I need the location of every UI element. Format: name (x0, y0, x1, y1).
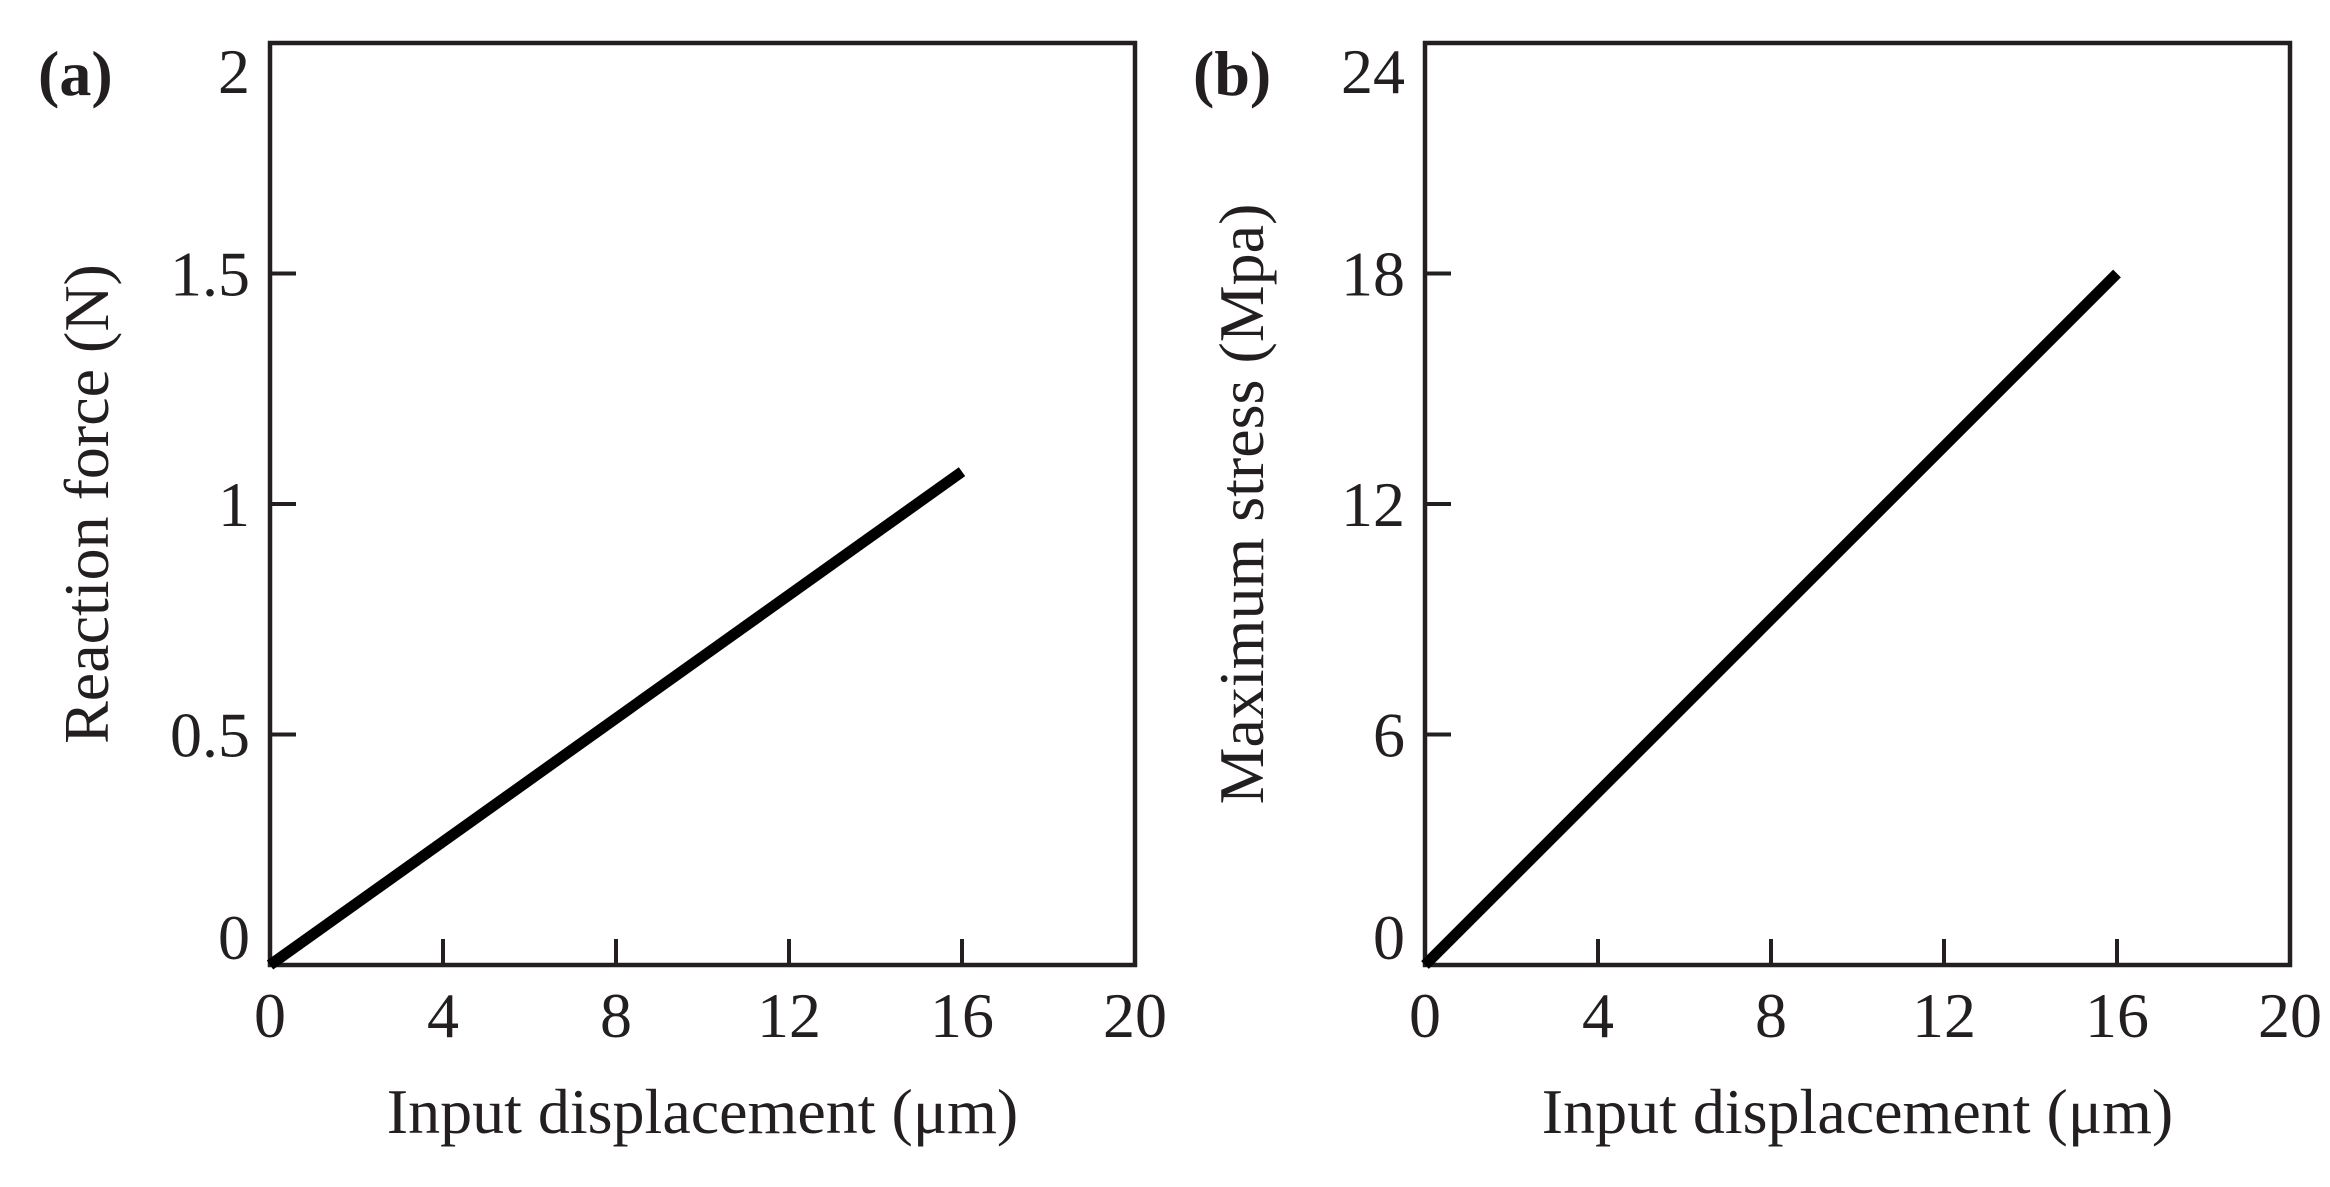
x-tick-label: 0 (1409, 980, 1441, 1051)
y-tick-label: 1.5 (170, 239, 250, 310)
series-line (266, 467, 966, 970)
y-axis-title: Reaction force (N) (51, 264, 122, 744)
chart-panel-b: 0 4 8 12 16 20 0 6 12 18 24 Input displacement (μm)… (1193, 36, 2322, 1147)
x-tick-label: 8 (1755, 980, 1787, 1051)
series-line (1421, 269, 2121, 969)
y-tick-label: 18 (1341, 239, 1405, 310)
x-tick-label: 4 (427, 980, 459, 1051)
y-tick-label: 0.5 (170, 700, 250, 771)
y-tick-label: 24 (1341, 36, 1405, 107)
y-tick-label: 0 (218, 902, 250, 973)
y-tick-label: 0 (1373, 902, 1405, 973)
panel-label: (b) (1193, 38, 1271, 109)
x-tick-label: 16 (2085, 980, 2149, 1051)
x-tick-label: 20 (1103, 980, 1167, 1051)
chart-panels: 0 4 8 12 16 20 0 0.5 1 1.5 2 Input displacement (μm… (38, 36, 2322, 1147)
chart-panel-a: 0 4 8 12 16 20 0 0.5 1 1.5 2 Input displacement (μm… (38, 36, 1167, 1147)
y-tick-label: 1 (218, 469, 250, 540)
y-tick-label: 2 (218, 36, 250, 107)
x-tick-label: 20 (2258, 980, 2322, 1051)
panel-label: (a) (38, 38, 113, 109)
x-tick-label: 4 (1582, 980, 1614, 1051)
x-axis-title: Input displacement (μm) (1542, 1076, 2173, 1147)
x-tick-label: 12 (1912, 980, 1976, 1051)
x-tick-label: 8 (600, 980, 632, 1051)
y-tick-label: 6 (1373, 700, 1405, 771)
y-tick-label: 12 (1341, 469, 1405, 540)
y-axis-title: Maximum stress (Mpa) (1206, 204, 1277, 805)
x-tick-label: 16 (930, 980, 994, 1051)
x-tick-label: 0 (254, 980, 286, 1051)
x-tick-label: 12 (757, 980, 821, 1051)
x-axis-title: Input displacement (μm) (387, 1076, 1018, 1147)
